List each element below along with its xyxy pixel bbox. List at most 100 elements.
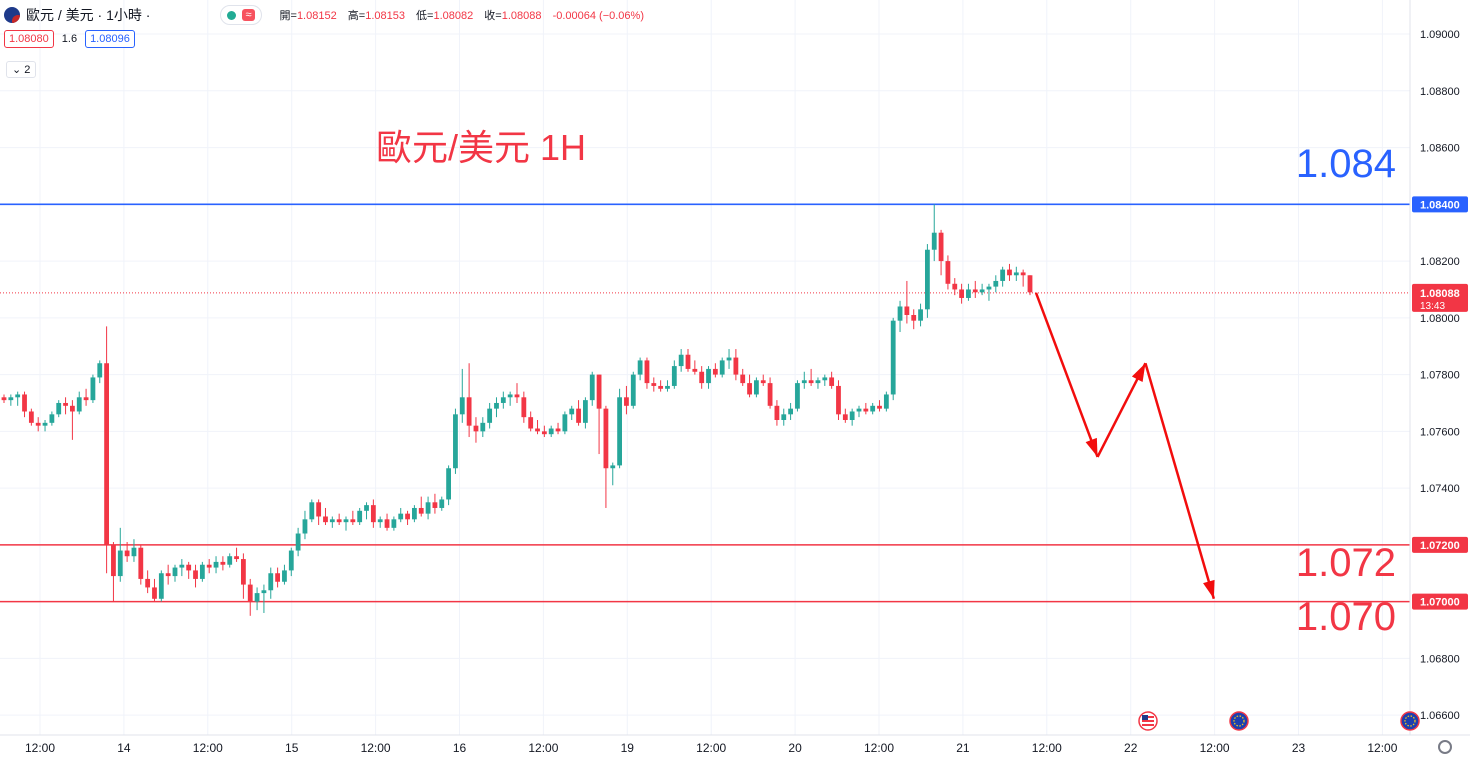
candle-body: [555, 428, 561, 432]
us-flag-icon[interactable]: [1138, 711, 1158, 731]
price-tag-bg: [1412, 593, 1468, 610]
candle-body: [494, 402, 499, 409]
candle-body: [959, 289, 964, 298]
candle: [760, 374, 766, 386]
candle-body: [49, 414, 55, 423]
price-axis: 1.09000 1.08800 1.08600 1.08200 1.08000 1.078…: [1409, 0, 1468, 735]
candle: [528, 411, 534, 432]
eu-flag-icon[interactable]: [1400, 711, 1420, 731]
candle: [1, 394, 7, 403]
candle-body: [453, 414, 458, 469]
sell-button[interactable]: 1.08080: [4, 30, 54, 48]
candle: [1027, 275, 1033, 296]
candle-body: [152, 587, 157, 599]
candle: [49, 411, 55, 426]
candle: [104, 326, 109, 574]
candle: [480, 417, 486, 438]
time-tick: 20: [788, 741, 802, 755]
time-tick: 12:00: [193, 741, 223, 755]
candle: [439, 496, 445, 511]
buy-button[interactable]: 1.08096: [85, 30, 135, 48]
candle: [562, 411, 568, 435]
candle-body: [842, 414, 848, 420]
symbol-title[interactable]: 歐元 / 美元 · 1小時 ·: [26, 7, 151, 23]
candle: [870, 402, 876, 415]
candle-body: [665, 385, 670, 389]
candle: [254, 587, 260, 611]
time-tick: 12:00: [25, 741, 55, 755]
candles: [1, 204, 1033, 616]
candle-body: [254, 593, 260, 602]
candle: [412, 505, 417, 523]
candle-body: [938, 232, 944, 262]
indicators-toggle[interactable]: ⌄ 2: [6, 61, 37, 78]
candle: [234, 547, 239, 562]
candle-body: [1007, 269, 1012, 276]
price-tick: 1.07800: [1420, 370, 1460, 382]
candle: [856, 405, 862, 418]
candle: [959, 283, 964, 304]
candle-body: [418, 507, 424, 514]
candle: [972, 280, 978, 298]
time-tick: 21: [956, 741, 970, 755]
candle-body: [446, 468, 451, 500]
price-tick: 1.08200: [1420, 256, 1460, 268]
candle: [111, 542, 116, 602]
candle-body: [528, 417, 534, 429]
annotation-title: 歐元/美元 1H: [376, 127, 586, 168]
eu-flag-icon[interactable]: [1229, 711, 1249, 731]
candle-body: [425, 502, 431, 514]
close-label: 收=: [484, 10, 502, 22]
candle: [836, 380, 841, 420]
projection-arrows: [1034, 292, 1216, 600]
open-label: 開=: [279, 10, 297, 22]
candle-body: [97, 363, 103, 378]
candle: [302, 510, 308, 540]
market-status-pill[interactable]: ≈: [220, 5, 262, 25]
candle: [220, 556, 226, 571]
candle-body: [836, 385, 841, 415]
candle: [152, 578, 157, 602]
candle-body: [569, 408, 575, 415]
candle-body: [596, 374, 602, 409]
candle: [364, 502, 369, 520]
candle: [952, 278, 958, 296]
candle: [726, 349, 732, 369]
candle-body: [364, 505, 369, 511]
candle-body: [712, 368, 718, 375]
price-tick: 1.06600: [1420, 710, 1460, 722]
candle-body: [268, 573, 274, 591]
candle-body: [384, 519, 390, 528]
candle: [42, 420, 48, 432]
chevron-down-icon: ⌄: [12, 64, 22, 76]
candle-body: [637, 360, 643, 375]
candle: [747, 374, 752, 398]
candle: [630, 371, 636, 409]
candle-body: [719, 360, 725, 375]
candle-body: [76, 397, 82, 412]
candle-body: [699, 371, 705, 384]
candle: [138, 544, 144, 585]
candle-body: [145, 578, 151, 588]
candle: [90, 374, 96, 403]
high-value: 1.08153: [365, 10, 405, 22]
candle: [918, 303, 923, 327]
price-tick: 1.09000: [1420, 29, 1460, 41]
candle-body: [412, 507, 417, 520]
time-tick: 23: [1292, 741, 1306, 755]
candle-body: [671, 366, 677, 386]
candle: [890, 317, 896, 401]
arrow-head: [1131, 363, 1146, 383]
gear-icon[interactable]: [1438, 740, 1452, 754]
candle: [863, 402, 869, 415]
candle-body: [275, 573, 280, 582]
candle-body: [583, 400, 588, 423]
candle: [986, 283, 992, 301]
candle-body: [514, 394, 520, 398]
candle: [446, 465, 451, 506]
candle-body: [925, 249, 930, 310]
candle: [883, 391, 889, 412]
open-value: 1.08152: [296, 10, 337, 22]
candle-body: [541, 431, 547, 435]
